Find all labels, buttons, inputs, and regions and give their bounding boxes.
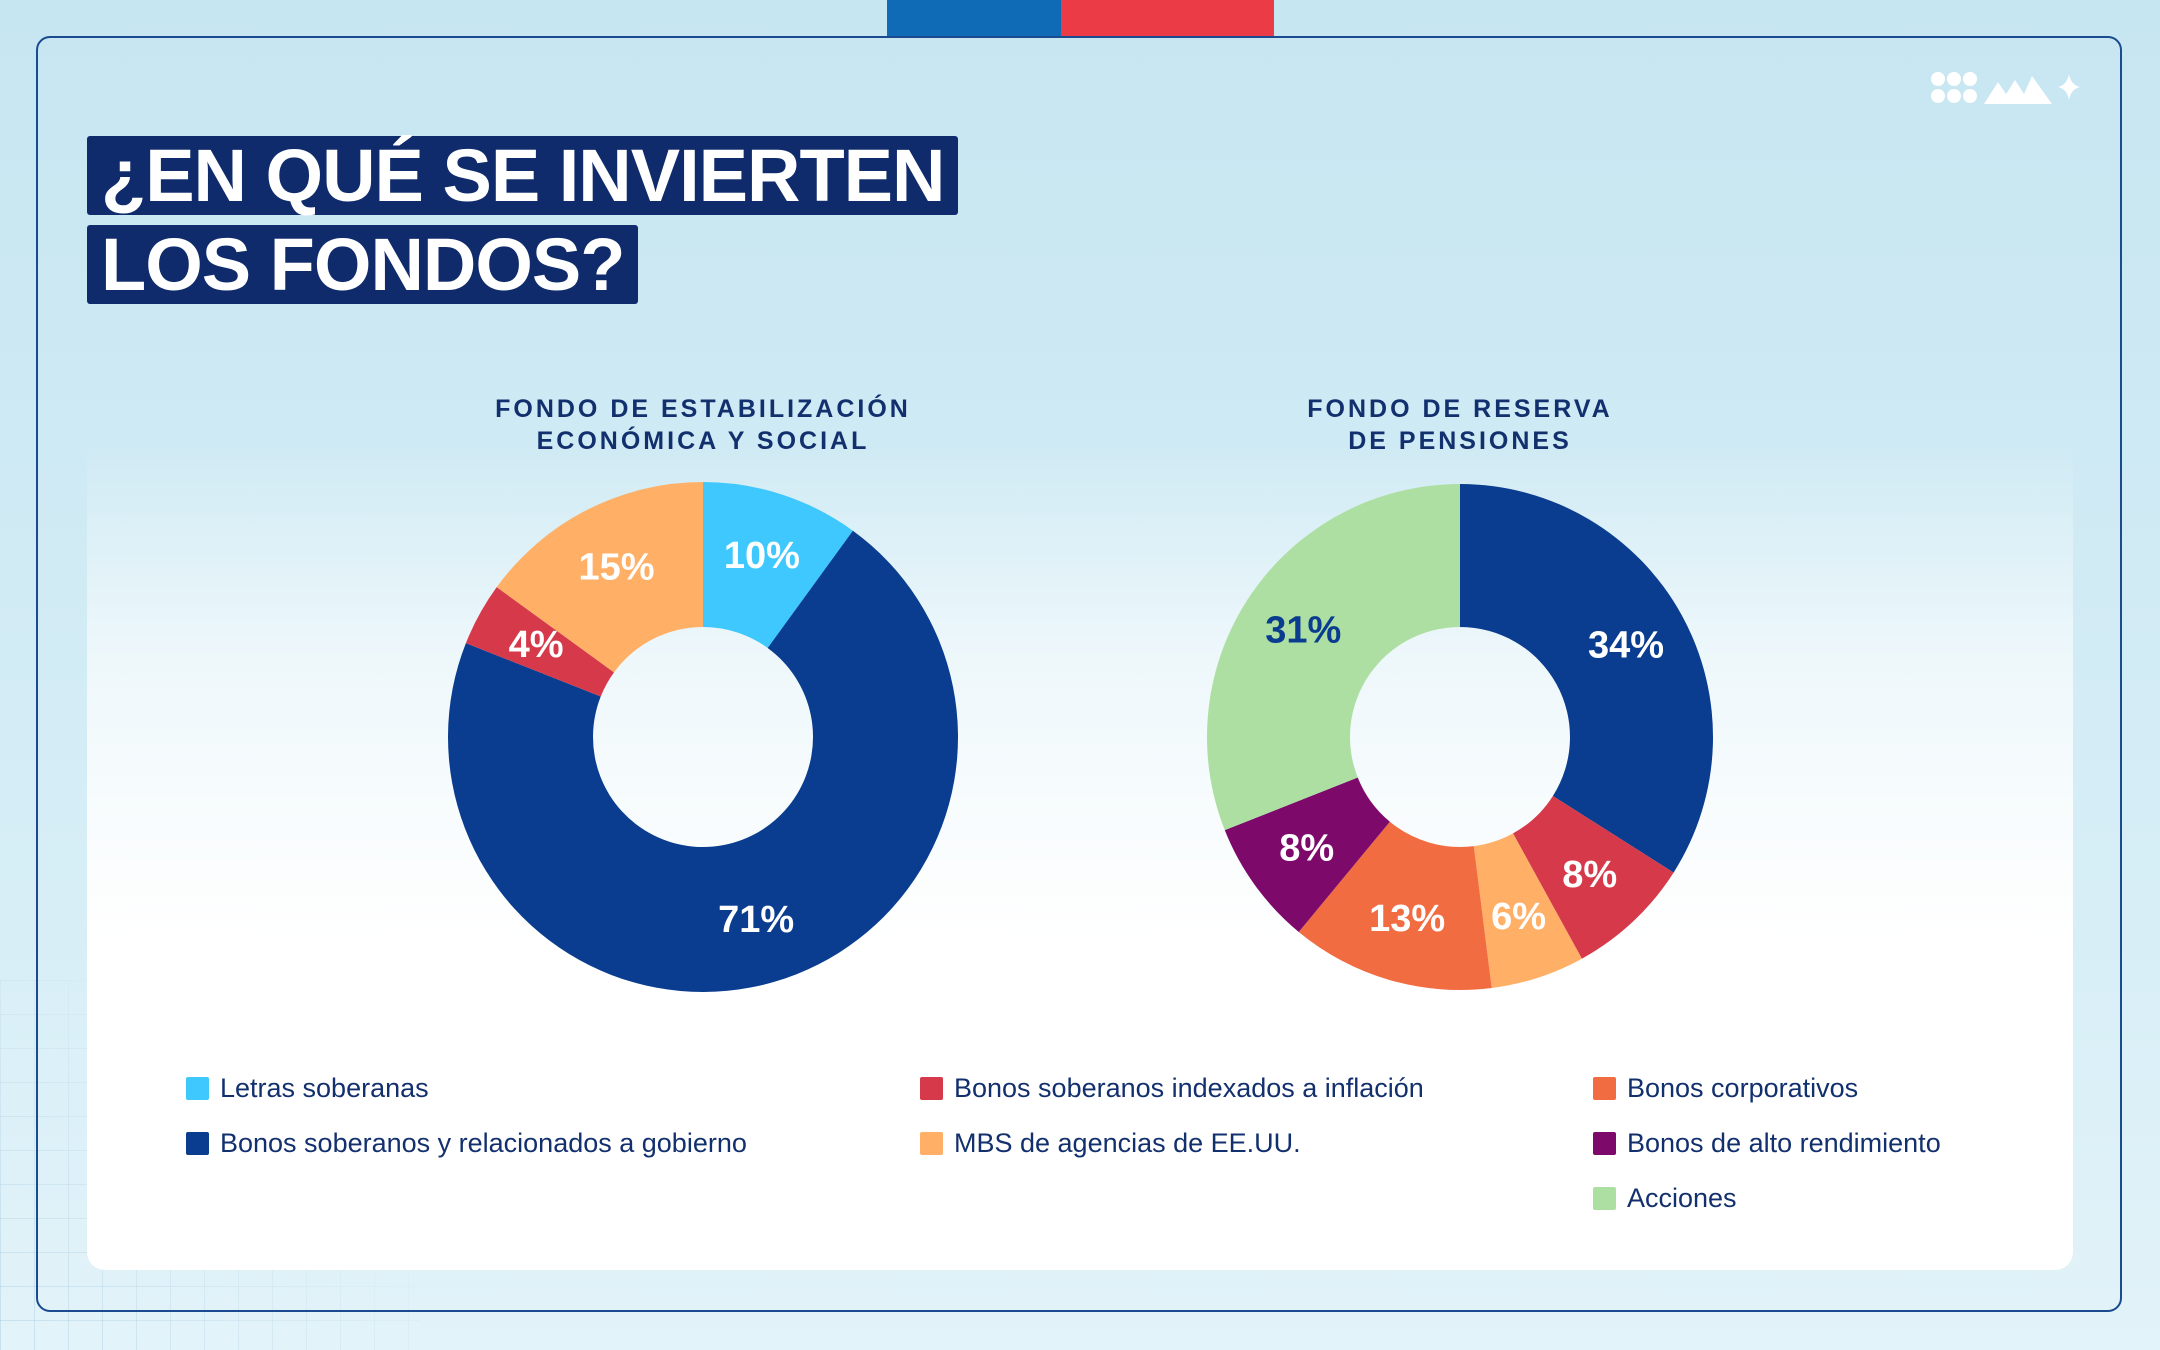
slice-data-label: 8% (1562, 854, 1617, 896)
slice-data-label: 8% (1279, 827, 1334, 869)
legend-label: Bonos de alto rendimiento (1627, 1128, 1941, 1158)
slice-data-label: 71% (718, 899, 794, 941)
legend-item: Bonos corporativos (1593, 1073, 1858, 1104)
legend-swatch (186, 1077, 209, 1100)
slice-data-label: 4% (509, 624, 564, 666)
donut-slice (447, 530, 958, 993)
chart-title-fees: FONDO DE ESTABILIZACIÓN ECONÓMICA Y SOCI… (403, 393, 1003, 457)
slice-data-label: 6% (1491, 896, 1546, 938)
chart-title-line: FONDO DE RESERVA (1307, 395, 1613, 423)
legend-label: MBS de agencias de EE.UU. (954, 1128, 1301, 1158)
accent-bar-red (1061, 0, 1274, 36)
accent-bar-blue (887, 0, 1061, 36)
chart-title-frp: FONDO DE RESERVA DE PENSIONES (1160, 393, 1760, 457)
legend-item: Bonos de alto rendimiento (1593, 1128, 1941, 1159)
legend-swatch (920, 1132, 943, 1155)
donut-slice (1460, 484, 1714, 873)
slice-data-label: 31% (1265, 609, 1341, 651)
chart-title-line: FONDO DE ESTABILIZACIÓN (495, 395, 911, 423)
slice-data-label: 10% (724, 535, 800, 577)
legend-item: Bonos soberanos y relacionados a gobiern… (186, 1128, 747, 1159)
chart-title-line: DE PENSIONES (1348, 427, 1572, 455)
donut-slice (1207, 484, 1460, 831)
page-title-line-1: ¿EN QUÉ SE INVIERTEN (87, 136, 959, 215)
legend-label: Acciones (1627, 1183, 1737, 1213)
legend-label: Bonos corporativos (1627, 1073, 1859, 1103)
content-card (87, 441, 2073, 1270)
donut-slice (1512, 795, 1674, 959)
legend-swatch (186, 1132, 209, 1155)
frame-border (36, 36, 2122, 1312)
donut-slice (1224, 777, 1390, 932)
legend-item: Letras soberanas (186, 1073, 429, 1104)
donut-slice (1473, 833, 1582, 989)
legend-item: MBS de agencias de EE.UU. (920, 1128, 1301, 1159)
donut-slice (496, 482, 703, 673)
legend-item: Bonos soberanos indexados a inflación (920, 1073, 1424, 1104)
slice-data-label: 15% (578, 546, 654, 588)
page-title-line-2: LOS FONDOS? (87, 225, 639, 304)
legend-label: Bonos soberanos y relacionados a gobiern… (220, 1128, 747, 1158)
dots-mountains-star-logo-icon (1931, 72, 2080, 104)
donut-slice (465, 587, 615, 697)
slice-data-label: 13% (1369, 898, 1445, 940)
legend-swatch (1593, 1132, 1616, 1155)
legend-swatch (920, 1077, 943, 1100)
legend-label: Letras soberanas (220, 1073, 429, 1103)
legend-item: Acciones (1593, 1183, 1737, 1214)
chart-title-line: ECONÓMICA Y SOCIAL (536, 427, 870, 455)
legend-swatch (1593, 1187, 1616, 1210)
donut-slice (703, 482, 853, 649)
legend-label: Bonos soberanos indexados a inflación (954, 1073, 1424, 1103)
donut-slice (1298, 821, 1492, 991)
legend-swatch (1593, 1077, 1616, 1100)
slice-data-label: 34% (1588, 625, 1664, 667)
